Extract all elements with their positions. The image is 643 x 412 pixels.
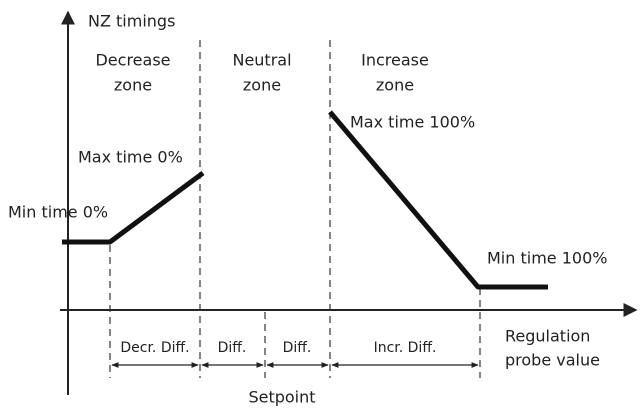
point-label: Max time 0% xyxy=(78,148,183,167)
zone-label: zone xyxy=(243,76,281,95)
zone-label: Neutral xyxy=(232,51,291,70)
increase-curve xyxy=(328,110,548,290)
point-label: Max time 100% xyxy=(350,113,475,132)
x-label: probe value xyxy=(505,351,600,370)
decrease-curve xyxy=(62,170,205,245)
point-label: Min time 100% xyxy=(487,249,607,268)
y-label: NZ timings xyxy=(88,12,175,31)
segment-label: Incr. Diff. xyxy=(374,340,437,356)
segment-label: Diff. xyxy=(218,340,247,356)
segment-label: Decr. Diff. xyxy=(120,340,189,356)
zone-label: zone xyxy=(376,76,414,95)
zone-label: zone xyxy=(114,76,152,95)
zone-label: Increase xyxy=(361,51,429,70)
segment-label: Diff. xyxy=(283,340,312,356)
zone-label: Decrease xyxy=(95,51,170,70)
setpoint-label: Setpoint xyxy=(248,388,315,407)
x-label: Regulation xyxy=(505,327,590,346)
point-label: Min time 0% xyxy=(8,203,108,222)
